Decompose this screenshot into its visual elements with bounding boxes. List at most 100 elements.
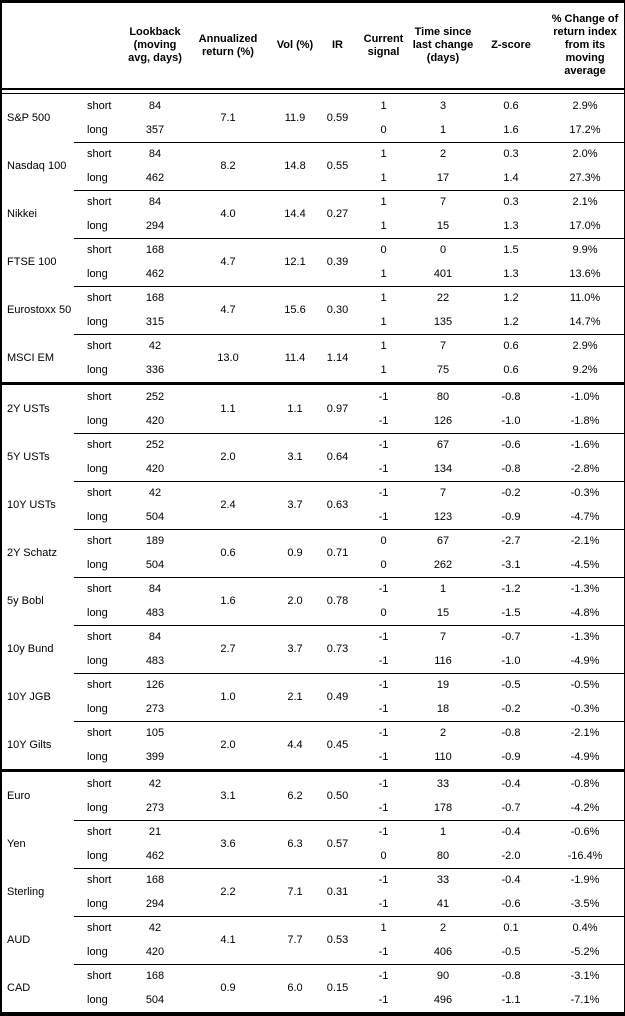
row-label-long: long xyxy=(87,802,108,814)
lookback-long-value: 462 xyxy=(145,268,165,280)
pct-change-long-value: -4.5% xyxy=(570,559,600,571)
lookback-long-value: 273 xyxy=(145,703,165,715)
pct-change-short-value: 2.9% xyxy=(572,340,598,352)
asset-block: FTSE 100 short long 168 462 4.7 12.1 0.39 0 1 0 401… xyxy=(2,238,624,286)
row-label-long: long xyxy=(87,751,108,763)
annualized-return-value: 4.1 xyxy=(220,934,236,946)
pct-change-short-value: -3.1% xyxy=(570,970,600,982)
time-short-value: 90 xyxy=(436,970,450,982)
signal-short-value: -1 xyxy=(378,778,389,790)
annualized-return-value: 8.2 xyxy=(220,160,236,172)
lookback-short-value: 168 xyxy=(145,292,165,304)
pct-change-long-value: 13.6% xyxy=(569,268,601,280)
annualized-return-value: 3.1 xyxy=(220,790,236,802)
vol-value: 14.8 xyxy=(284,160,306,172)
asset-block: Nikkei short long 84 294 4.0 14.4 0.27 1 1 7 15 0.3 1… xyxy=(2,190,624,238)
signal-long-value: -1 xyxy=(378,802,389,814)
asset-name: Nikkei xyxy=(7,208,37,220)
signal-long-value: 1 xyxy=(380,172,387,184)
row-label-short: short xyxy=(87,487,112,499)
pct-change-short-value: -0.8% xyxy=(570,778,600,790)
row-label-short: short xyxy=(87,391,112,403)
signal-short-value: 1 xyxy=(380,922,387,934)
asset-block: Eurostoxx 50 short long 168 315 4.7 15.6 0.30 1 1… xyxy=(2,286,624,334)
annualized-return-value: 7.1 xyxy=(220,112,236,124)
lookback-long-value: 294 xyxy=(145,898,165,910)
signal-short-value: -1 xyxy=(378,631,389,643)
vol-value: 3.7 xyxy=(287,643,303,655)
lookback-long-value: 399 xyxy=(145,751,165,763)
row-label-short: short xyxy=(87,244,112,256)
row-label-long: long xyxy=(87,655,108,667)
time-short-value: 33 xyxy=(436,778,450,790)
table-header: Lookback (moving avg, days) Annualized r… xyxy=(2,3,624,90)
vol-value: 7.1 xyxy=(287,886,303,898)
signal-short-value: 1 xyxy=(380,196,387,208)
asset-block: 2Y USTs short long 252 420 1.1 1.1 0.97 -1 -1 80 12… xyxy=(2,385,624,433)
row-label-long: long xyxy=(87,364,108,376)
row-label-long: long xyxy=(87,463,108,475)
row-label-short: short xyxy=(87,148,112,160)
row-label-short: short xyxy=(87,679,112,691)
header-annualized-return: Annualized return (%) xyxy=(198,32,258,58)
lookback-long-value: 483 xyxy=(145,655,165,667)
header-rowlabel-spacer xyxy=(82,3,126,88)
table-section: 2Y USTs short long 252 420 1.1 1.1 0.97 -1 -1 80 12… xyxy=(2,382,624,769)
time-long-value: 15 xyxy=(436,220,450,232)
vol-value: 4.4 xyxy=(287,739,303,751)
vol-value: 6.0 xyxy=(287,982,303,994)
lookback-long-value: 504 xyxy=(145,511,165,523)
signal-short-value: -1 xyxy=(378,727,389,739)
pct-change-long-value: -4.7% xyxy=(570,511,600,523)
lookback-long-value: 420 xyxy=(145,946,165,958)
asset-block: 5Y USTs short long 252 420 2.0 3.1 0.64 -1 -1 67 13… xyxy=(2,433,624,481)
row-label-long: long xyxy=(87,220,108,232)
signal-long-value: 1 xyxy=(380,268,387,280)
ir-value: 0.45 xyxy=(326,739,349,751)
time-long-value: 123 xyxy=(433,511,453,523)
pct-change-short-value: 2.1% xyxy=(572,196,598,208)
asset-block: 10y Bund short long 84 483 2.7 3.7 0.73 -1 -1 7 116… xyxy=(2,625,624,673)
signal-short-value: 1 xyxy=(380,340,387,352)
lookback-long-value: 504 xyxy=(145,559,165,571)
time-long-value: 401 xyxy=(433,268,453,280)
row-label-long: long xyxy=(87,607,108,619)
row-label-long: long xyxy=(87,946,108,958)
zscore-long-value: -0.8 xyxy=(501,463,521,475)
pct-change-long-value: -4.2% xyxy=(570,802,600,814)
asset-name: CAD xyxy=(7,982,31,994)
row-label-short: short xyxy=(87,340,112,352)
time-short-value: 7 xyxy=(439,631,447,643)
zscore-short-value: -0.7 xyxy=(501,631,521,643)
time-long-value: 18 xyxy=(436,703,450,715)
signal-short-value: -1 xyxy=(378,391,389,403)
signal-short-value: -1 xyxy=(378,679,389,691)
zscore-short-value: -0.5 xyxy=(501,679,521,691)
ir-value: 0.39 xyxy=(326,256,349,268)
vol-value: 11.9 xyxy=(284,112,306,124)
zscore-short-value: 1.5 xyxy=(503,244,519,256)
zscore-long-value: 0.6 xyxy=(503,364,519,376)
ir-value: 0.64 xyxy=(326,451,349,463)
vol-value: 12.1 xyxy=(284,256,306,268)
zscore-long-value: -1.1 xyxy=(501,994,521,1006)
lookback-long-value: 420 xyxy=(145,415,165,427)
asset-block: 2Y Schatz short long 189 504 0.6 0.9 0.71 0 0 67 26… xyxy=(2,529,624,577)
zscore-long-value: -1.0 xyxy=(501,655,521,667)
time-long-value: 110 xyxy=(434,751,452,763)
lookback-long-value: 273 xyxy=(145,802,165,814)
signal-short-value: 0 xyxy=(380,535,387,547)
annualized-return-value: 1.1 xyxy=(220,403,236,415)
row-label-short: short xyxy=(87,535,112,547)
lookback-short-value: 84 xyxy=(148,100,162,112)
lookback-short-value: 126 xyxy=(145,679,165,691)
time-long-value: 15 xyxy=(436,607,450,619)
signal-short-value: -1 xyxy=(378,439,389,451)
zscore-short-value: -0.4 xyxy=(501,826,521,838)
annualized-return-value: 4.0 xyxy=(220,208,236,220)
zscore-long-value: -1.5 xyxy=(501,607,521,619)
annualized-return-value: 1.6 xyxy=(220,595,236,607)
pct-change-long-value: 9.2% xyxy=(572,364,598,376)
vol-value: 6.2 xyxy=(287,790,303,802)
time-short-value: 1 xyxy=(439,826,447,838)
